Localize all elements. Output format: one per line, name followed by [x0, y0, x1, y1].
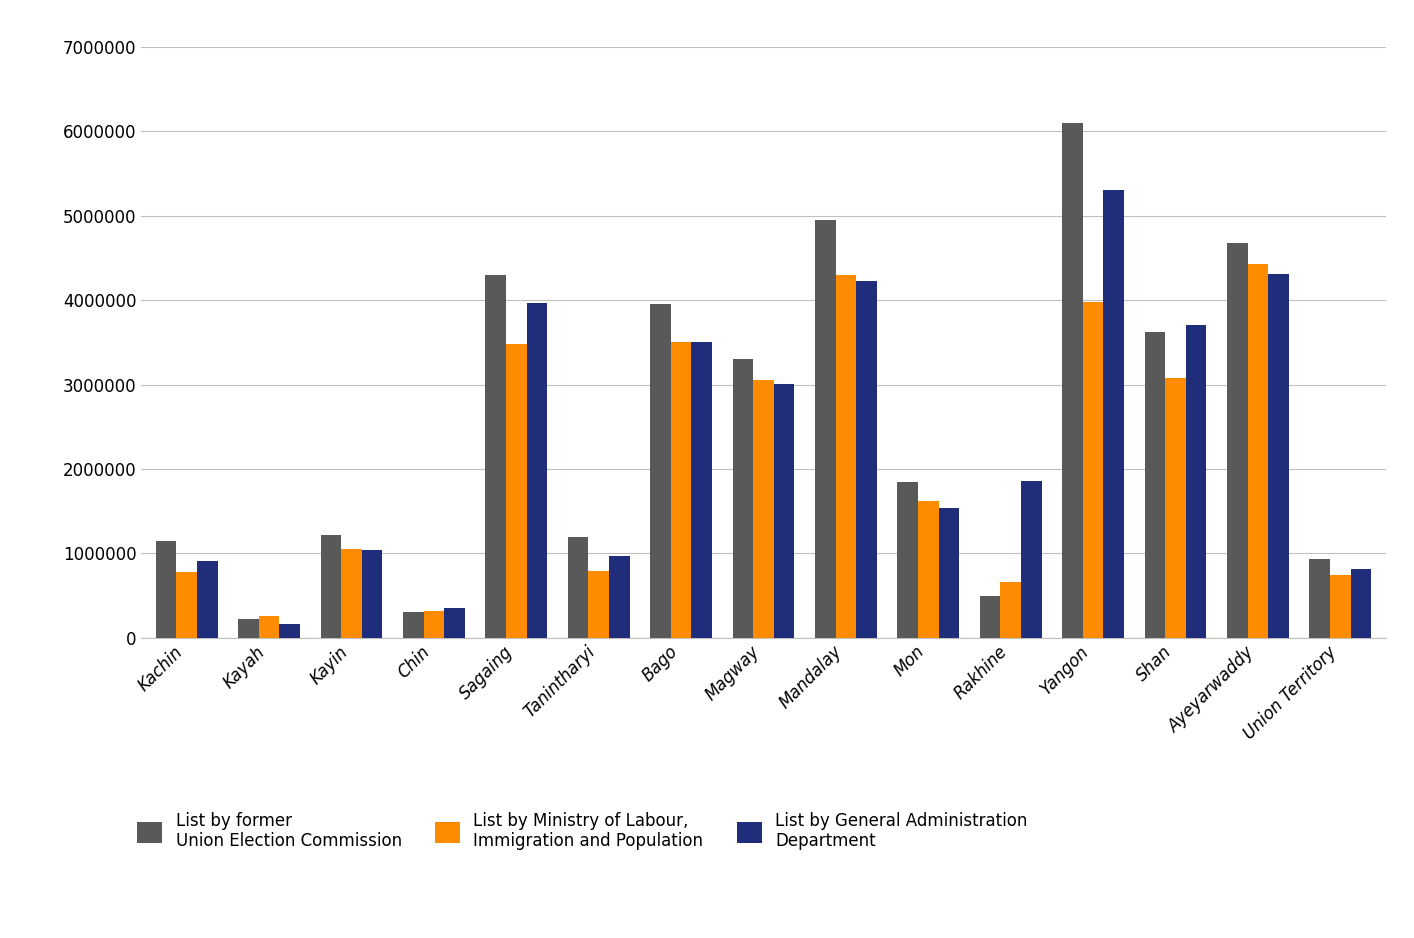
Bar — [259, 616, 280, 638]
Bar — [588, 571, 609, 638]
Bar — [1227, 243, 1247, 638]
Bar — [321, 535, 341, 638]
Bar — [1165, 378, 1186, 638]
Bar — [280, 625, 300, 638]
Bar — [670, 342, 691, 638]
Bar — [156, 540, 177, 638]
Bar — [1268, 274, 1290, 638]
Bar — [1083, 302, 1103, 638]
Bar — [485, 275, 506, 638]
Bar — [568, 537, 588, 638]
Bar — [898, 482, 918, 638]
Bar — [773, 384, 795, 638]
Bar — [836, 275, 857, 638]
Bar — [857, 280, 877, 638]
Bar — [197, 561, 218, 638]
Bar — [609, 556, 629, 638]
Bar — [424, 611, 444, 638]
Bar — [1021, 481, 1042, 638]
Bar — [526, 303, 547, 638]
Bar — [814, 220, 836, 638]
Bar — [1247, 264, 1268, 638]
Bar — [341, 550, 362, 638]
Bar — [939, 507, 959, 638]
Bar — [444, 608, 465, 638]
Bar — [177, 572, 197, 638]
Bar — [1350, 569, 1372, 638]
Bar — [1062, 123, 1083, 638]
Bar — [403, 612, 424, 638]
Bar — [918, 501, 939, 638]
Bar — [980, 596, 1001, 638]
Bar — [1103, 190, 1124, 638]
Bar — [732, 359, 754, 638]
Bar — [650, 305, 670, 638]
Bar — [238, 619, 259, 638]
Bar — [754, 381, 773, 638]
Bar — [691, 342, 713, 638]
Bar — [1186, 325, 1206, 638]
Bar — [1001, 582, 1021, 638]
Bar — [506, 344, 526, 638]
Bar — [362, 550, 382, 638]
Bar — [1145, 332, 1165, 638]
Legend: List by former
Union Election Commission, List by Ministry of Labour,
Immigratio: List by former Union Election Commission… — [137, 811, 1028, 851]
Bar — [1309, 559, 1331, 638]
Bar — [1331, 575, 1350, 638]
